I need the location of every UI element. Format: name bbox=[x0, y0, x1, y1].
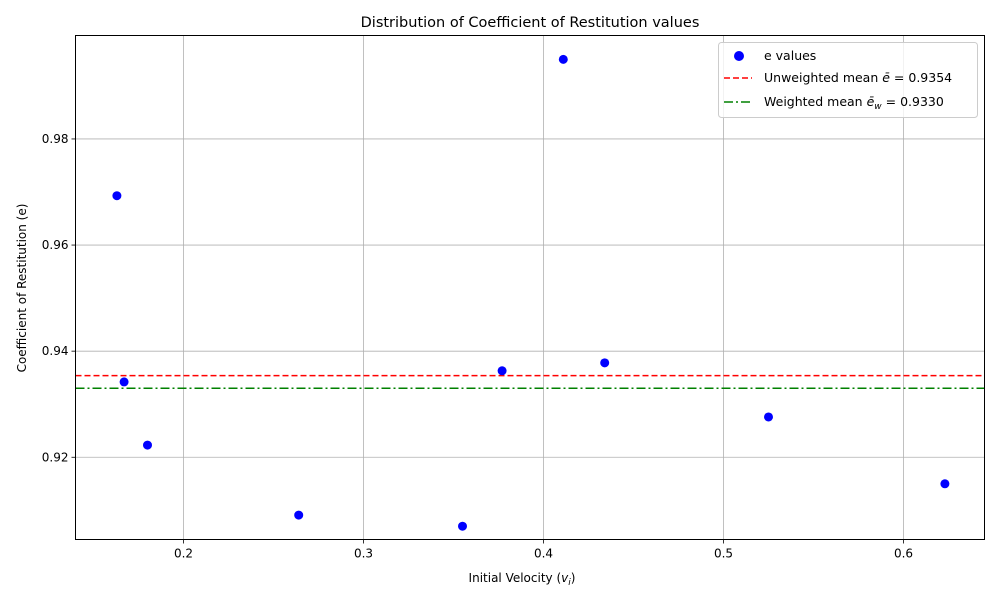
x-tick-label: 0.2 bbox=[174, 547, 193, 561]
legend-label-unweighted: Unweighted mean ē = 0.9354 bbox=[764, 70, 952, 85]
data-point bbox=[764, 412, 773, 422]
data-point bbox=[294, 510, 304, 520]
x-tick-label: 0.6 bbox=[894, 547, 913, 561]
y-tick-label: 0.92 bbox=[42, 450, 69, 464]
legend-marker-e-values bbox=[734, 51, 744, 61]
x-axis-ticks: 0.2 0.3 0.4 0.5 0.6 bbox=[174, 539, 913, 561]
data-point bbox=[940, 479, 950, 489]
grid-lines bbox=[75, 35, 985, 540]
plot-frame bbox=[75, 35, 985, 540]
y-tick-label: 0.94 bbox=[42, 344, 69, 358]
x-tick-label: 0.3 bbox=[354, 547, 373, 561]
legend-box bbox=[718, 42, 978, 118]
y-axis-ticks: 0.92 0.94 0.96 0.98 bbox=[42, 132, 76, 464]
y-axis-title: Coefficient of Restitution (e) bbox=[15, 204, 29, 373]
data-points bbox=[112, 54, 950, 531]
y-tick-label: 0.96 bbox=[42, 238, 69, 252]
x-axis-title: Initial Velocity (vi) bbox=[469, 571, 576, 588]
x-tick-label: 0.4 bbox=[534, 547, 553, 561]
data-point bbox=[119, 377, 129, 387]
data-point bbox=[497, 366, 507, 376]
data-point bbox=[558, 54, 568, 64]
legend-label-e-values: e values bbox=[764, 48, 816, 63]
legend: e values Unweighted mean ē = 0.9354 Weig… bbox=[718, 42, 978, 118]
y-tick-label: 0.98 bbox=[42, 132, 69, 146]
x-tick-label: 0.5 bbox=[714, 547, 733, 561]
data-point bbox=[600, 358, 610, 368]
data-point bbox=[458, 521, 467, 531]
data-point bbox=[112, 191, 122, 201]
data-point bbox=[143, 440, 152, 450]
chart-title: Distribution of Coefficient of Restituti… bbox=[361, 15, 700, 31]
reference-lines bbox=[75, 374, 985, 390]
legend-label-weighted: Weighted mean ēw = 0.9330 bbox=[764, 94, 944, 112]
